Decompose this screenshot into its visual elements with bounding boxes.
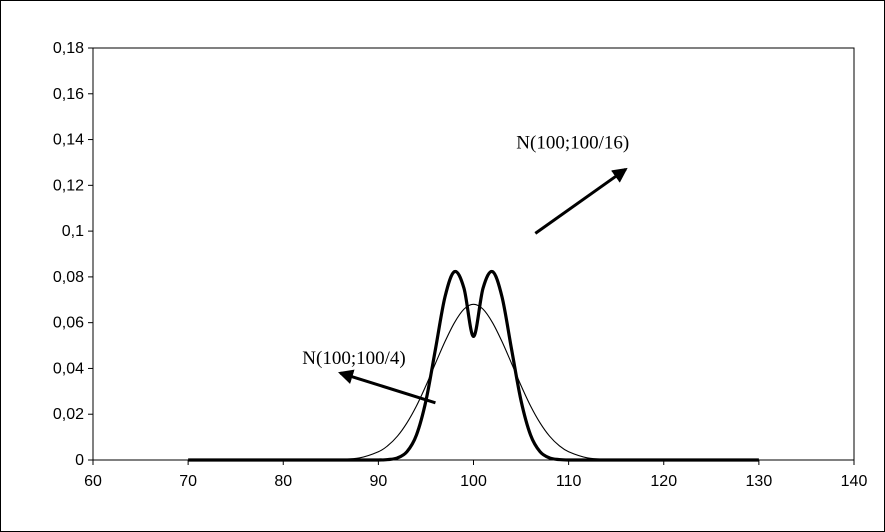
x-tick-label: 130: [746, 473, 773, 490]
annotation-layer: N(100;100/16) N(100;100/4): [302, 133, 629, 405]
x-tick-label: 60: [84, 473, 102, 490]
x-tick-label: 90: [369, 473, 387, 490]
x-tick-label: 110: [556, 473, 582, 490]
x-tick-label: 120: [650, 473, 677, 490]
annotation-label: N(100;100/4): [302, 348, 405, 369]
y-tick-label: 0,14: [53, 132, 84, 149]
x-tick-label: 100: [460, 473, 487, 490]
series-line-1: [188, 269, 759, 462]
series-layer: [188, 269, 759, 462]
y-tick-label: 0: [75, 452, 84, 469]
y-tick-label: 0,08: [53, 269, 84, 286]
annotation-arrow: [534, 167, 628, 235]
x-tick-label: 140: [841, 473, 868, 490]
y-tick-label: 0,18: [53, 40, 84, 57]
x-tick-label: 70: [179, 473, 197, 490]
x-tick-label: 80: [274, 473, 292, 490]
y-tick-label: 0,12: [53, 177, 84, 194]
plot-area: [92, 47, 855, 461]
annotation-arrow: [338, 369, 436, 405]
annotation-label: N(100;100/16): [516, 133, 629, 154]
y-tick-label: 0,02: [53, 406, 84, 423]
y-tick-label: 0,16: [53, 86, 84, 103]
y-tick-label: 0,04: [53, 360, 84, 377]
series-line-2: [188, 303, 759, 461]
y-tick-label: 0,1: [62, 223, 84, 240]
y-axis: 0 0,02 0,04 0,06 0,08 0,1 0,12 0,14 0,16 0,18: [53, 40, 93, 469]
x-axis: 60 70 80 90 100 110 120 130 140: [84, 460, 867, 490]
y-tick-label: 0,06: [53, 315, 84, 332]
